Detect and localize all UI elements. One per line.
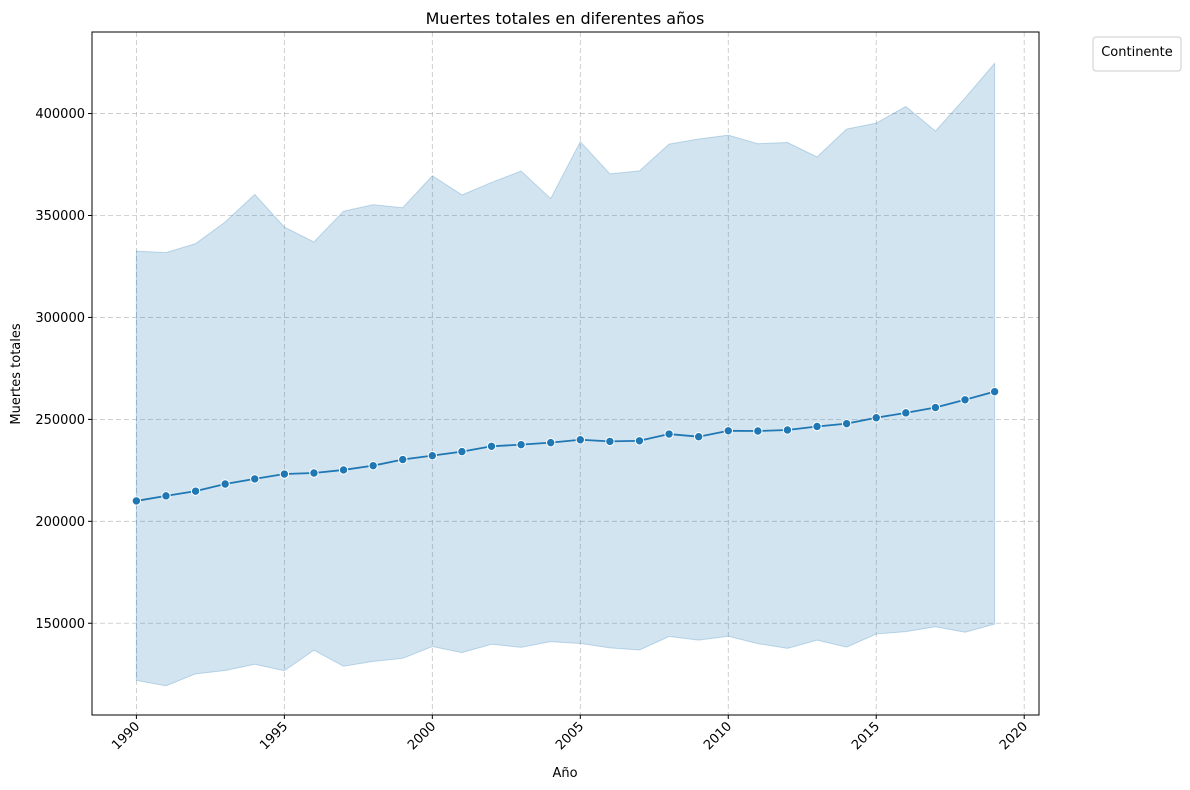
chart-title: Muertes totales en diferentes años	[426, 9, 705, 28]
legend-title: Continente	[1101, 45, 1173, 60]
data-point-2007	[634, 436, 645, 446]
data-point-1991	[161, 491, 171, 501]
x-tick-label: 2010	[701, 719, 735, 753]
data-point-2018	[960, 395, 970, 405]
data-point-2014	[841, 418, 852, 429]
confidence-band-layer	[135, 62, 996, 687]
x-tick-label: 1990	[109, 719, 143, 753]
data-point-1990	[131, 496, 142, 506]
data-point-1996	[309, 468, 319, 478]
x-tick-label: 2005	[553, 719, 587, 753]
y-axis-ticks: 150000 200000 250000 300000 350000 400000	[35, 107, 92, 632]
x-tick-label: 2015	[849, 719, 883, 753]
data-point-2008	[664, 429, 674, 439]
series-line-layer	[136, 390, 995, 502]
x-axis-ticks: 1990 1995 2000 2005 2010 2015 2020	[109, 715, 1031, 753]
data-point-1995	[279, 469, 290, 479]
data-point-2002	[486, 441, 497, 451]
data-point-2009	[693, 432, 704, 442]
legend: Continente	[1092, 36, 1182, 72]
y-tick-label: 200000	[35, 515, 85, 530]
data-point-2015	[871, 413, 881, 423]
data-point-2004	[546, 437, 556, 448]
y-axis-title: Muertes totales	[9, 323, 24, 425]
data-point-2010	[723, 426, 733, 436]
y-tick-label: 400000	[35, 107, 85, 122]
data-point-1993	[220, 479, 230, 489]
data-point-2006	[605, 436, 615, 447]
data-point-2019	[989, 386, 1000, 397]
series-marker-layer	[131, 386, 1000, 506]
legend-box	[1092, 36, 1182, 72]
data-point-2017	[930, 402, 941, 413]
x-tick-label: 2020	[997, 719, 1031, 753]
data-point-2013	[812, 421, 822, 432]
confidence-band	[135, 62, 996, 687]
y-tick-label: 150000	[35, 617, 85, 632]
data-point-2001	[457, 446, 467, 457]
data-point-2003	[516, 439, 526, 450]
x-axis-title: Año	[552, 766, 577, 781]
x-tick-label: 1995	[257, 719, 291, 753]
series-line	[136, 390, 995, 502]
data-point-1992	[190, 486, 201, 496]
data-point-2005	[575, 435, 585, 445]
data-point-1999	[398, 454, 408, 465]
data-point-2000	[427, 450, 438, 461]
data-point-2012	[782, 425, 793, 435]
y-tick-label: 350000	[35, 209, 85, 224]
plot-frame	[91, 31, 1040, 716]
data-point-1997	[338, 465, 349, 475]
x-tick-label: 2000	[405, 719, 439, 753]
y-tick-label: 250000	[35, 413, 85, 428]
data-point-1994	[250, 474, 260, 484]
grid-layer	[92, 32, 1039, 715]
data-point-2016	[901, 408, 911, 418]
y-tick-label: 300000	[35, 311, 85, 326]
data-point-2011	[753, 426, 763, 436]
data-point-1998	[368, 460, 378, 471]
